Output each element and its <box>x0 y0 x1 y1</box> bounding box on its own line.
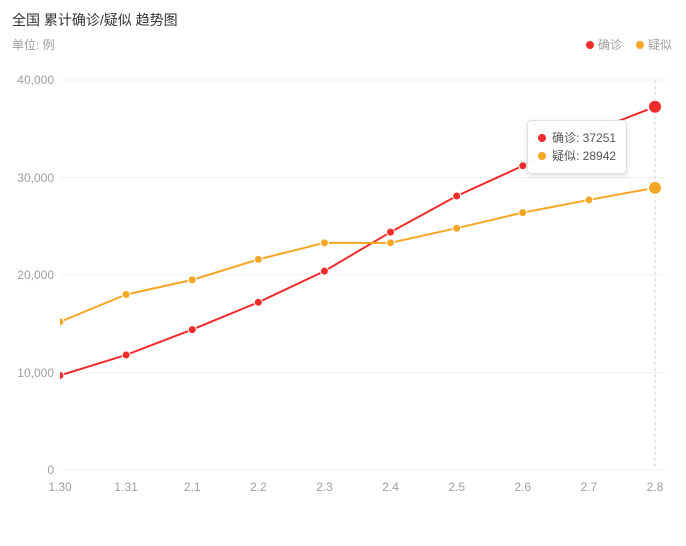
ytick-label: 20,000 <box>8 268 54 282</box>
xtick-label: 1.30 <box>48 480 71 494</box>
chart-title: 全国 累计确诊/疑似 趋势图 <box>12 10 178 30</box>
legend-label-confirmed: 确诊 <box>598 36 622 53</box>
xtick-label: 2.8 <box>647 480 664 494</box>
xtick-label: 2.7 <box>581 480 598 494</box>
legend: 确诊 疑似 <box>586 36 672 53</box>
plot-area[interactable] <box>60 70 665 500</box>
xtick-label: 2.5 <box>448 480 465 494</box>
ytick-label: 40,000 <box>8 73 54 87</box>
xtick-label: 2.2 <box>250 480 267 494</box>
legend-dot-suspected <box>636 41 644 49</box>
legend-dot-confirmed <box>586 41 594 49</box>
xtick-label: 2.1 <box>184 480 201 494</box>
legend-label-suspected: 疑似 <box>648 36 672 53</box>
legend-item-confirmed[interactable]: 确诊 <box>586 36 622 53</box>
xtick-label: 2.3 <box>316 480 333 494</box>
xtick-label: 2.4 <box>382 480 399 494</box>
legend-item-suspected[interactable]: 疑似 <box>636 36 672 53</box>
xtick-label: 2.6 <box>514 480 531 494</box>
chart-container: 全国 累计确诊/疑似 趋势图 单位: 例 确诊 疑似 确诊: 37251 疑似:… <box>0 0 686 546</box>
unit-label: 单位: 例 <box>12 36 55 53</box>
ytick-label: 10,000 <box>8 366 54 380</box>
ytick-label: 0 <box>8 463 54 477</box>
ytick-label: 30,000 <box>8 171 54 185</box>
xtick-label: 1.31 <box>114 480 137 494</box>
